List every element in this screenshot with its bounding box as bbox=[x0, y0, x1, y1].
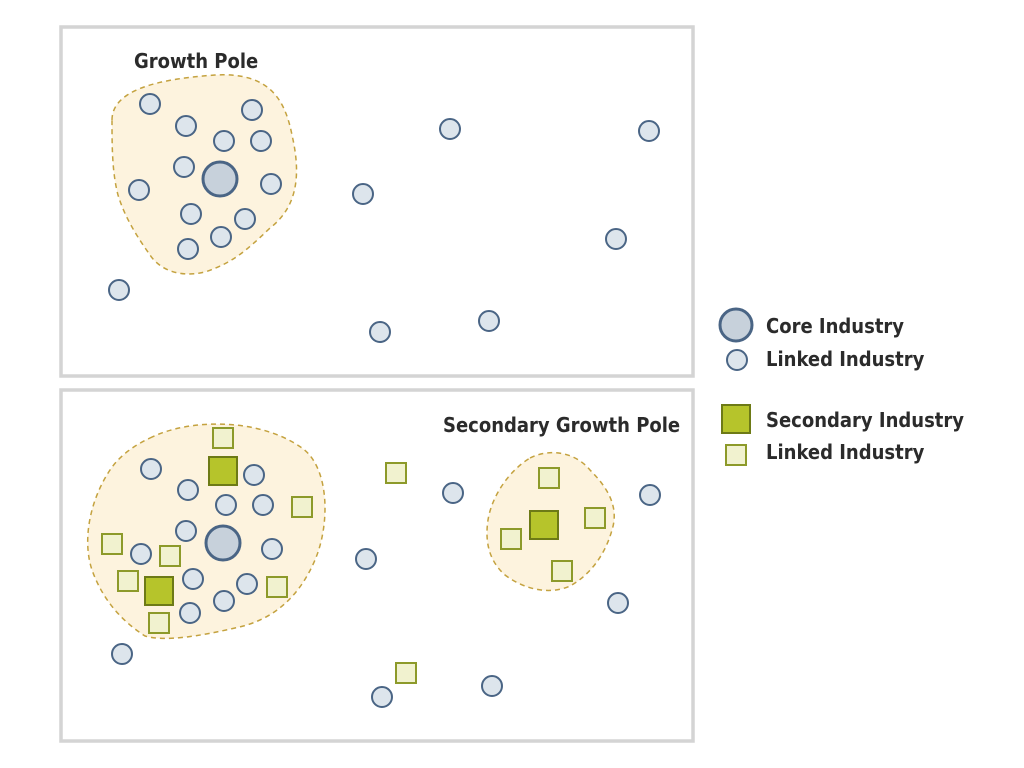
legend-linked-industry-square-label: Linked Industry bbox=[766, 440, 925, 464]
secondary-growth-pole-title: Secondary Growth Pole bbox=[443, 413, 680, 437]
top-linked-industry-circle-4 bbox=[213, 130, 235, 152]
bottom-linked-industry-square-30 bbox=[385, 462, 407, 484]
bottom-linked-industry-square-29 bbox=[148, 612, 170, 634]
top-linked-industry-circle-15 bbox=[352, 183, 374, 205]
bottom-linked-industry-circle-4 bbox=[215, 494, 237, 516]
top-core-industry-node bbox=[201, 160, 239, 198]
bottom-linked-industry-circle-16 bbox=[607, 592, 629, 614]
top-linked-industry-circle-18 bbox=[369, 321, 391, 343]
bottom-linked-industry-circle-3 bbox=[177, 479, 199, 501]
bottom-linked-industry-square-25 bbox=[101, 533, 123, 555]
bottom-secondary-industry-node-21 bbox=[144, 576, 174, 606]
top-linked-industry-circle-10 bbox=[234, 208, 256, 230]
bottom-linked-industry-circle-10 bbox=[236, 573, 258, 595]
top-linked-industry-circle-2 bbox=[241, 99, 263, 121]
legend-core-industry-label: Core Industry bbox=[766, 314, 904, 338]
bottom-linked-industry-square-31 bbox=[538, 467, 560, 489]
bottom-linked-industry-circle-1 bbox=[140, 458, 162, 480]
bottom-linked-industry-square-34 bbox=[551, 560, 573, 582]
bottom-linked-industry-square-28 bbox=[266, 576, 288, 598]
growth-pole-title: Growth Pole bbox=[134, 49, 258, 73]
legend-secondary-industry-symbol bbox=[721, 404, 751, 434]
bottom-linked-industry-circle-15 bbox=[355, 548, 377, 570]
legend-linked-industry-circle-label: Linked Industry bbox=[766, 347, 925, 371]
bottom-linked-industry-square-24 bbox=[291, 496, 313, 518]
top-linked-industry-circle-9 bbox=[180, 203, 202, 225]
bottom-secondary-industry-node-20 bbox=[208, 456, 238, 486]
bottom-linked-industry-circle-12 bbox=[179, 602, 201, 624]
top-linked-industry-circle-1 bbox=[139, 93, 161, 115]
bottom-linked-industry-circle-18 bbox=[371, 686, 393, 708]
top-linked-industry-circle-14 bbox=[638, 120, 660, 142]
legend-linked-industry-circle-symbol bbox=[726, 349, 748, 371]
bottom-linked-industry-circle-8 bbox=[261, 538, 283, 560]
bottom-linked-industry-square-32 bbox=[584, 507, 606, 529]
top-industry-nodes bbox=[108, 93, 660, 343]
bottom-linked-industry-square-27 bbox=[117, 570, 139, 592]
bottom-linked-industry-square-26 bbox=[159, 545, 181, 567]
top-linked-industry-circle-19 bbox=[478, 310, 500, 332]
top-linked-industry-circle-3 bbox=[175, 115, 197, 137]
bottom-linked-industry-circle-6 bbox=[175, 520, 197, 542]
bottom-linked-industry-circle-17 bbox=[111, 643, 133, 665]
top-linked-industry-circle-11 bbox=[210, 226, 232, 248]
top-linked-industry-circle-12 bbox=[177, 238, 199, 260]
top-linked-industry-circle-7 bbox=[128, 179, 150, 201]
bottom-linked-industry-circle-7 bbox=[130, 543, 152, 565]
bottom-linked-industry-square-35 bbox=[395, 662, 417, 684]
top-linked-industry-circle-13 bbox=[439, 118, 461, 140]
top-linked-industry-circle-8 bbox=[260, 173, 282, 195]
legend: Core Industry Linked Industry Secondary … bbox=[718, 307, 964, 466]
bottom-linked-industry-square-33 bbox=[500, 528, 522, 550]
bottom-linked-industry-circle-11 bbox=[213, 590, 235, 612]
top-linked-industry-circle-5 bbox=[250, 130, 272, 152]
top-linked-industry-circle-6 bbox=[173, 156, 195, 178]
bottom-linked-industry-square-23 bbox=[212, 427, 234, 449]
bottom-linked-industry-circle-14 bbox=[639, 484, 661, 506]
bottom-industry-nodes bbox=[101, 427, 661, 708]
top-linked-industry-circle-16 bbox=[605, 228, 627, 250]
bottom-linked-industry-circle-19 bbox=[481, 675, 503, 697]
legend-linked-industry-square-symbol bbox=[725, 444, 747, 466]
bottom-linked-industry-circle-2 bbox=[243, 464, 265, 486]
bottom-core-industry-node bbox=[204, 524, 242, 562]
bottom-linked-industry-circle-5 bbox=[252, 494, 274, 516]
bottom-secondary-industry-node-22 bbox=[529, 510, 559, 540]
bottom-linked-industry-circle-9 bbox=[182, 568, 204, 590]
top-linked-industry-circle-17 bbox=[108, 279, 130, 301]
legend-secondary-industry-label: Secondary Industry bbox=[766, 408, 964, 432]
bottom-linked-industry-circle-13 bbox=[442, 482, 464, 504]
legend-core-industry-symbol bbox=[718, 307, 754, 343]
